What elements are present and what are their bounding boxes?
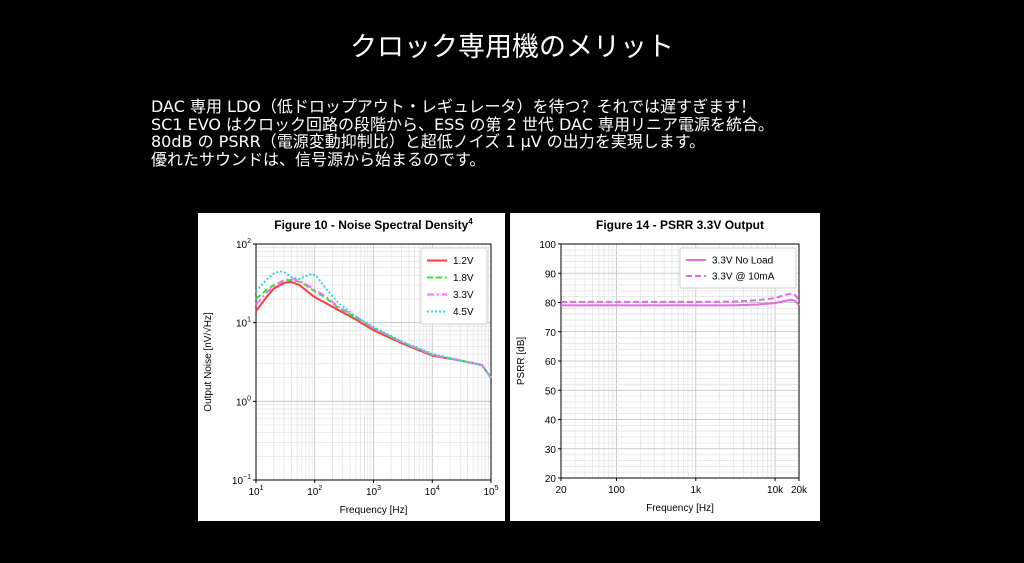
- x-tick-label: 103: [366, 485, 381, 498]
- legend-label: 1.2V: [453, 256, 474, 267]
- x-tick-label: 20k: [791, 485, 808, 496]
- x-tick-label: 10k: [767, 485, 784, 496]
- x-tick-label: 100: [608, 485, 625, 496]
- x-tick-label: 105: [483, 485, 498, 498]
- y-tick-label: 80: [545, 299, 557, 310]
- slide-title: クロック専用機のメリット: [350, 32, 674, 63]
- legend: 1.2V 1.8V 3.3V 4.5V: [420, 247, 488, 325]
- x-tick-label: 101: [248, 485, 263, 498]
- y-tick-label: 100: [236, 395, 251, 408]
- legend-label: 1.8V: [453, 273, 474, 284]
- legend-label: 4.5V: [453, 307, 474, 318]
- x-axis-label: Frequency [Hz]: [646, 503, 714, 514]
- legend-box: [679, 247, 797, 289]
- grid: [256, 244, 491, 480]
- y-tick-label: 70: [545, 328, 557, 339]
- y-tick-label: 101: [236, 317, 251, 330]
- y-axis-label: Output Noise [nV/√Hz]: [202, 312, 214, 412]
- y-tick-label: 102: [236, 238, 251, 251]
- x-axis-label: Frequency [Hz]: [340, 505, 408, 516]
- y-tick-label: 50: [545, 386, 557, 397]
- y-tick-label: 30: [545, 445, 557, 456]
- body-line: 80dB の PSRR（電源変動抑制比）と超低ノイズ 1 μV の出力を実現しま…: [151, 132, 706, 151]
- series-line-1: [561, 292, 800, 303]
- y-tick-label: 20: [545, 474, 557, 485]
- body-line: SC1 EVO はクロック回路の段階から、ESS の第 2 世代 DAC 専用リ…: [151, 114, 774, 134]
- x-tick-label: 1k: [691, 485, 703, 496]
- y-tick-label: 90: [545, 269, 557, 280]
- y-tick-label: 40: [545, 416, 557, 427]
- legend-label: 3.3V No Load: [712, 256, 773, 267]
- y-tick-label: 100: [539, 240, 556, 251]
- legend: 3.3V No Load 3.3V @ 10mA: [679, 247, 797, 289]
- series-line-0: [561, 298, 800, 307]
- series-line-3: [255, 270, 492, 379]
- chart-title: Figure 10 - Noise Spectral Density4: [274, 217, 473, 232]
- legend-label: 3.3V: [453, 290, 474, 301]
- y-tick-label: 10−1: [232, 474, 251, 487]
- psrr-chart: Figure 14 - PSRR 3.3V Output 20 100 1k 10k 20…: [510, 213, 820, 521]
- chart-title: Figure 14 - PSRR 3.3V Output: [596, 218, 764, 232]
- x-tick-label: 20: [555, 485, 567, 496]
- series-line-2: [255, 277, 492, 379]
- body-line: 優れたサウンドは、信号源から始まるのです。: [151, 149, 486, 169]
- legend-box: [420, 247, 488, 325]
- x-tick-label: 102: [307, 485, 322, 498]
- body-text: DAC 専用 LDO（低ドロップアウト・レギュレータ）を待つ？それでは遅すぎます…: [151, 98, 951, 168]
- legend-label: 3.3V @ 10mA: [712, 272, 775, 283]
- chart-title-superscript: 4: [468, 217, 473, 226]
- y-axis-label: PSRR [dB]: [516, 337, 527, 386]
- y-tick-label: 60: [545, 357, 557, 368]
- x-tick-label: 104: [425, 485, 440, 498]
- body-line: DAC 専用 LDO（低ドロップアウト・レギュレータ）を待つ？それでは遅すぎます…: [151, 97, 757, 116]
